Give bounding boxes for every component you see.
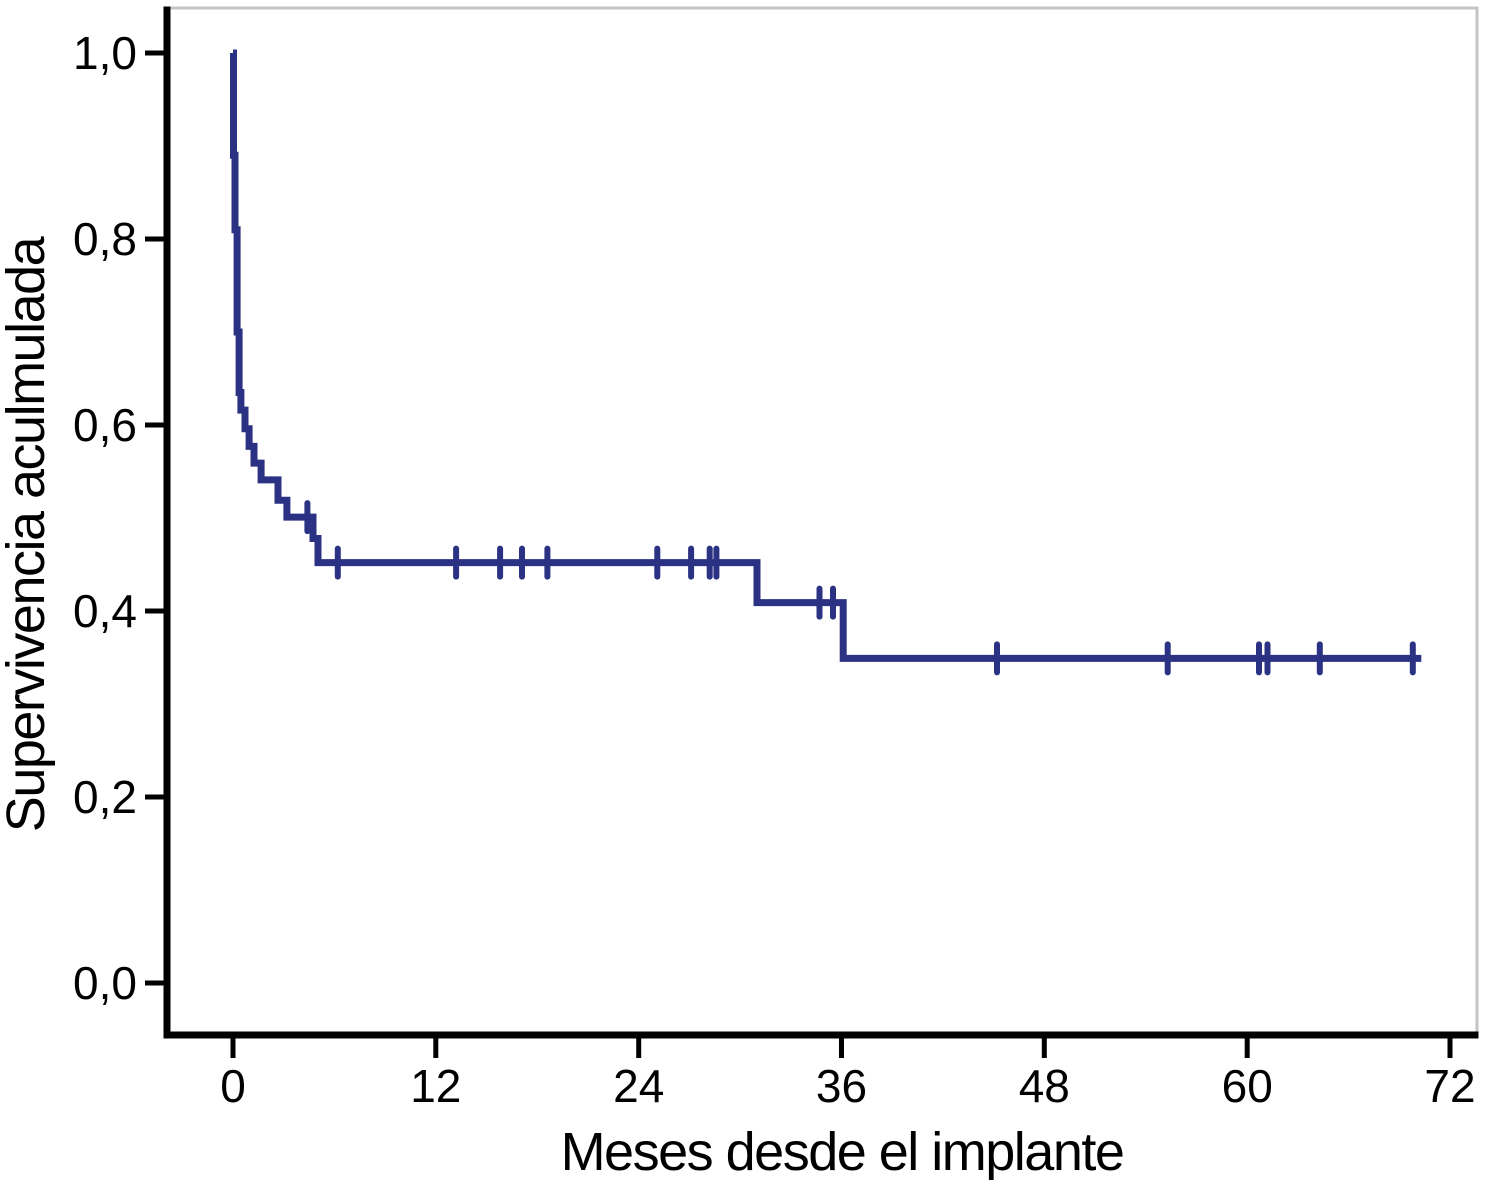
plot-frame: [163, 6, 1479, 1039]
censor-marks: [304, 500, 1416, 676]
x-tick-label: 12: [410, 1060, 461, 1112]
y-tick-label: 0,8: [73, 213, 137, 265]
x-tick-label: 60: [1222, 1060, 1273, 1112]
y-tick-label: 0,6: [73, 399, 137, 451]
y-tick-label: 0,0: [73, 957, 137, 1009]
y-tick-label: 0,4: [73, 585, 137, 637]
y-tick-label: 1,0: [73, 27, 137, 79]
x-tick-label: 0: [220, 1060, 246, 1112]
survival-curve-line: [230, 49, 1422, 662]
x-tick-label: 24: [613, 1060, 664, 1112]
y-axis-title: Supervivencia aculmulada: [0, 235, 56, 832]
x-tick-label: 36: [816, 1060, 867, 1112]
x-tick-label: 48: [1019, 1060, 1070, 1112]
x-axis-title: Meses desde el implante: [561, 1122, 1124, 1180]
y-tick-label: 0,2: [73, 771, 137, 823]
x-tick-label: 72: [1424, 1060, 1475, 1112]
x-axis-ticks: 0 12 24 36 48 60 72: [220, 1035, 1476, 1112]
y-axis-ticks: 0,0 0,2 0,4 0,6 0,8 1,0: [73, 27, 167, 1009]
